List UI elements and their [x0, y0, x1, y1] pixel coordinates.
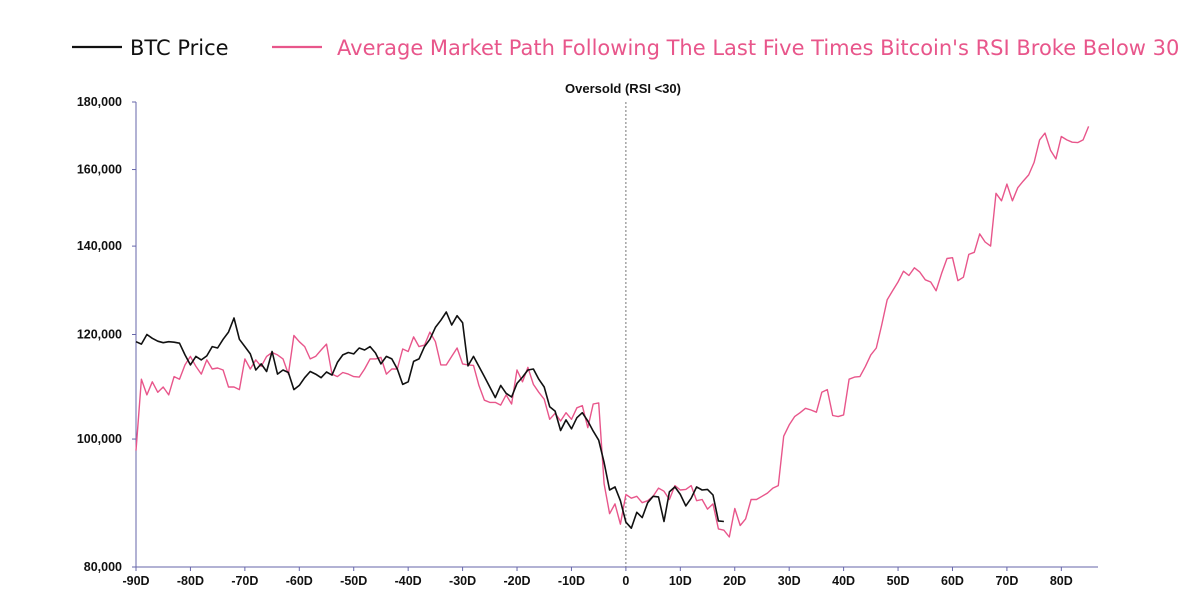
series-line-btc-price [135, 311, 724, 529]
y-tick-label: 120,000 [77, 328, 122, 342]
x-tick-label: 10D [669, 574, 692, 588]
x-tick-label: -80D [177, 574, 204, 588]
x-tick-label: -30D [449, 574, 476, 588]
legend-item-average-market-path[interactable]: Average Market Path Following The Last F… [272, 36, 1179, 60]
plot-area: 80,000 100,000 120,000 140,000 160,000 180,00… [77, 95, 1098, 588]
x-tick-label: -70D [231, 574, 258, 588]
series-line-average-market-path [135, 126, 1090, 538]
x-tick-label: -40D [395, 574, 422, 588]
x-tick-label: -20D [503, 574, 530, 588]
oversold-annotation-label: Oversold (RSI <30) [565, 81, 681, 96]
x-tick-label: 20D [723, 574, 746, 588]
x-tick-label: 40D [832, 574, 855, 588]
y-tick-label: 160,000 [77, 163, 122, 177]
y-tick-label: 80,000 [84, 560, 122, 574]
legend: BTC Price Average Market Path Following … [72, 36, 1179, 60]
legend-label-btc-price: BTC Price [130, 36, 229, 60]
x-tick-label: -50D [340, 574, 367, 588]
legend-label-average-market-path: Average Market Path Following The Last F… [337, 36, 1179, 60]
x-tick-label: 0 [622, 574, 629, 588]
x-tick-label: -10D [558, 574, 585, 588]
y-tick-label: 180,000 [77, 95, 122, 109]
x-tick-label: 50D [887, 574, 910, 588]
x-tick-label: 60D [941, 574, 964, 588]
x-tick-label: -90D [122, 574, 149, 588]
legend-item-btc-price[interactable]: BTC Price [72, 36, 229, 60]
x-tick-label: -60D [286, 574, 313, 588]
y-tick-label: 140,000 [77, 239, 122, 253]
x-tick-label: 30D [778, 574, 801, 588]
x-tick-label: 80D [1050, 574, 1073, 588]
y-tick-label: 100,000 [77, 432, 122, 446]
x-tick-label: 70D [995, 574, 1018, 588]
